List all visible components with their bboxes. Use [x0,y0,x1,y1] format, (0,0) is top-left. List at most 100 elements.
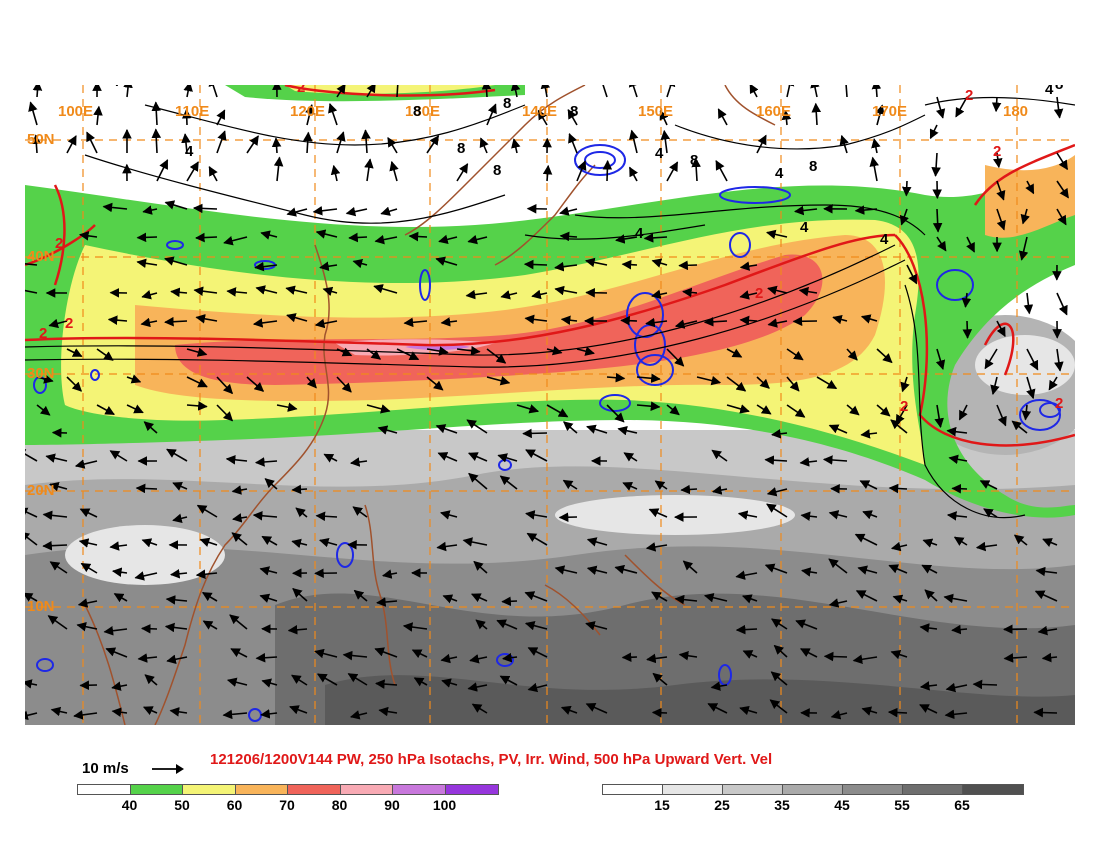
vv-contour-label: 4 [111,85,119,90]
wind-vector [202,620,218,630]
wind-vector [554,565,578,575]
wind-vector [396,348,420,361]
wind-vector [345,206,368,217]
wind-vector [426,135,440,154]
wind-vector [854,533,878,546]
wind-vector [316,673,338,686]
wind-vector [186,161,199,182]
wind-vector [141,538,158,548]
wind-vector [49,481,68,492]
wind-vector [948,454,968,465]
wind-vector [373,284,398,294]
wind-vector [839,134,849,154]
wind-vector [691,157,701,182]
wind-vector [919,704,938,714]
wind-vector [771,618,788,630]
wind-vector [944,709,968,720]
wind-vector [261,535,278,546]
wind-vector [876,404,891,417]
wind-vector [36,374,54,384]
wind-vector [799,457,818,467]
wind-vector [1041,652,1058,663]
wind-vector [216,404,234,422]
wind-vector [496,619,518,630]
wind-vector [426,346,449,356]
map-title: 121206/1200V144 PW, 250 hPa Isotachs, PV… [210,751,773,768]
wind-vector [323,453,338,463]
wind-vector [666,85,676,98]
wind-vector [585,621,608,631]
wind-vector [666,404,680,416]
wind-vector [113,593,128,603]
wind-vector [134,571,158,581]
wind-vector [1026,348,1039,371]
wind-vector [42,540,68,551]
wind-vector [456,163,469,182]
wind-vector [546,345,563,356]
wind-vector [651,591,668,602]
wind-vector [1056,152,1069,171]
wind-vector [852,654,878,665]
wind-vector [636,373,661,384]
wind-vector [466,419,488,434]
wind-vector [962,320,973,339]
wind-vector [348,232,368,243]
wind-vector [140,623,158,634]
lon-label-180: 180 [1003,103,1029,120]
wind-vector [1056,180,1069,199]
wind-vector [314,648,338,659]
wind-vector [467,234,488,245]
wind-vector [1013,534,1028,546]
vv-contour-label: 8 [1055,85,1063,93]
wind-vector [79,231,98,241]
wind-vector [231,532,248,546]
wind-vector [527,682,548,693]
wind-vector [465,289,488,300]
pw-tick-label: 45 [834,797,850,813]
wind-vector [615,234,638,244]
vv-contour-label: 4 [800,219,809,236]
wind-vector [990,376,1000,395]
wind-vector [151,128,162,154]
wind-vector [576,160,587,182]
wind-vector [646,653,668,664]
wind-vector [467,682,488,692]
wind-vector [25,507,38,518]
wind-vector [254,261,278,272]
wind-vector [246,135,259,154]
wind-vector [666,161,679,182]
wind-vector [471,703,488,714]
pv-contour-label: 2 [1055,395,1064,412]
wind-vector [846,348,858,361]
wind-vector [711,449,728,462]
lon-label-160e: 160E [756,103,792,120]
wind-vector [888,483,908,494]
wind-vector [546,404,569,418]
wind-vector [261,678,278,688]
wind-vector [623,452,638,462]
wind-vector [726,376,747,392]
isotach-swatch [183,785,236,794]
wind-vector [766,487,788,497]
wind-vector [537,109,548,126]
wind-vector [42,510,68,521]
wind-vector [143,421,158,434]
wind-vector [628,129,639,154]
wind-vector [929,124,939,140]
wind-vector [80,562,98,574]
vv-contour-label: 8 [457,140,466,157]
wind-vector [951,483,968,494]
wind-vector [45,453,68,463]
isotach-swatch [288,785,341,794]
vv-contour-label: 4 [775,165,784,182]
wind-vector [953,536,968,546]
wind-vector [456,345,481,356]
wind-vector [1011,420,1028,434]
isotach-colorbar [77,784,499,795]
wind-vector [111,567,128,577]
wind-vector [289,705,308,715]
isotach-tick-label: 100 [432,797,457,813]
wind-vector [78,538,98,548]
wind-vector [93,105,103,126]
wind-vector [374,647,398,658]
